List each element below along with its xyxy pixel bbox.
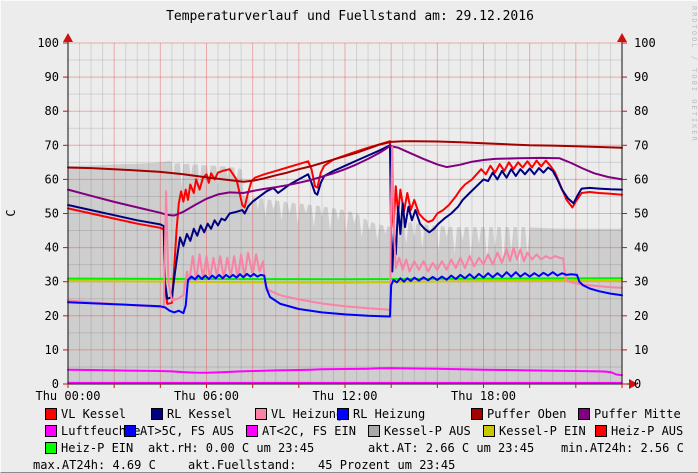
label: RL Kessel [167, 407, 233, 421]
legend-item-at-gt-5c-fs-aus: AT>5C, FS AUS [124, 424, 234, 438]
legend-row-3: Heiz-P EIN akt.rH: 0.00 C um 23:45 akt.AT:… [1, 441, 698, 456]
series-heiz-p-ein [67, 277, 623, 281]
y-tick-label-right: 70 [634, 138, 648, 152]
x-tick-label-thu-06-00: Thu 06:00 [174, 389, 239, 403]
y-tick-label-right: 0 [634, 377, 641, 391]
legend-row-2: Luftfeuchte AT>5C, FS AUS AT<2C, FS EIN Kes… [1, 424, 698, 439]
label: min.AT24h: 2.56 C [561, 441, 684, 455]
series-aussentemperatur-at [67, 367, 623, 377]
y-tick-label-right: 100 [634, 36, 656, 50]
legend-row-1: VL Kessel RL Kessel VL Heizung RL Heizung Pu… [1, 407, 698, 422]
label: Puffer Oben [487, 407, 567, 421]
series-kessel-p-ein [67, 279, 623, 284]
y-axis-arrow-left [63, 33, 73, 42]
legend-item-rl-kessel: RL Kessel [151, 407, 232, 421]
label: akt.AT: 2.66 C um 23:45 [368, 441, 535, 455]
legend-item-rl-heizung: RL Heizung [337, 407, 425, 421]
area-fuellstand-kessel-p-aus [68, 161, 622, 384]
chart-title: Temperaturverlauf und Fuellstand am: 29.… [166, 9, 534, 24]
label: AT>5C, FS AUS [140, 424, 234, 438]
legend-color-swatch [471, 408, 483, 420]
y-tick-label-left: 10 [45, 343, 59, 357]
legend-item-heiz-p-ein: Heiz-P EIN [45, 441, 133, 455]
legend-color-swatch [483, 425, 495, 437]
y-tick-label-left: 20 [45, 309, 59, 323]
label: RL Heizung [353, 407, 426, 421]
y-tick-label-left: 60 [45, 172, 59, 186]
legend-item-puffer-mitte: Puffer Mitte [578, 407, 681, 421]
legend-color-swatch [246, 425, 258, 437]
legend-color-swatch [578, 408, 590, 420]
legend-item-at-lt-2c-fs-ein: AT<2C, FS EIN [246, 424, 356, 438]
legend-color-swatch [595, 425, 607, 437]
y-tick-label-left: 30 [45, 275, 59, 289]
x-tick-label-thu-12-00: Thu 12:00 [312, 389, 377, 403]
legend-color-swatch [45, 425, 57, 437]
series-puffer-mitte [67, 145, 623, 217]
y-tick-label-right: 30 [634, 275, 648, 289]
y-tick-label-right: 90 [634, 70, 648, 84]
legend-item-heiz-p-aus: Heiz-P AUS [595, 424, 683, 438]
label: Luftfeuchte [61, 424, 141, 438]
legend-row-4: max.AT24h: 4.69 C akt.Fuellstand: 45 Proz… [1, 458, 698, 472]
label: Puffer Mitte [594, 407, 681, 421]
label: akt.rH: 0.00 C um 23:45 [148, 441, 315, 455]
legend-item-vl-kessel: VL Kessel [45, 407, 126, 421]
legend-color-swatch [368, 425, 380, 437]
legend-color-swatch [45, 442, 57, 454]
y-tick-label-right: 80 [634, 104, 648, 118]
x-tick-label-thu-00-00: Thu 00:00 [35, 389, 100, 403]
y-tick-label-left: 100 [37, 36, 59, 50]
series-rl-heizung [67, 271, 623, 318]
y-tick-label-right: 40 [634, 241, 648, 255]
label: AT<2C, FS EIN [262, 424, 356, 438]
y-tick-label-right: 20 [634, 309, 648, 323]
rrdtool-watermark: RRDTOOL / TOBI OETIKER [690, 6, 698, 143]
y-axis-arrow-right [617, 33, 627, 42]
label: akt.Fuellstand: 45 Prozent um 23:45 [188, 458, 456, 472]
series-vl-heizung [67, 146, 623, 311]
stat-min-at24h: min.AT24h: 2.56 C [561, 441, 684, 455]
stat-akt-at: akt.AT: 2.66 C um 23:45 [368, 441, 534, 455]
y-tick-label-right: 60 [634, 172, 648, 186]
stat-akt-rh: akt.rH: 0.00 C um 23:45 [148, 441, 314, 455]
legend-color-swatch [337, 408, 349, 420]
stat-akt-fuellstand: akt.Fuellstand: 45 Prozent um 23:45 [188, 458, 455, 472]
legend-item-luftfeuchte: Luftfeuchte [45, 424, 140, 438]
label: Heiz-P EIN [61, 441, 134, 455]
label: VL Heizung [271, 407, 344, 421]
legend-color-swatch [255, 408, 267, 420]
temperature-chart: 0 0 10 10 20 20 30 30 40 40 50 50 60 60 70 70 80 80 90 90 10… [4, 33, 656, 403]
legend-item-kessel-p-ein: Kessel-P EIN [483, 424, 586, 438]
y-tick-label-left: 40 [45, 241, 59, 255]
y-tick-label-right: 10 [634, 343, 648, 357]
legend-color-swatch [124, 425, 136, 437]
stat-max-at24h: max.AT24h: 4.69 C [33, 458, 156, 472]
series-puffer-oben [67, 140, 623, 183]
x-tick-label-thu-18-00: Thu 18:00 [451, 389, 516, 403]
legend-item-kessel-p-aus: Kessel-P AUS [368, 424, 471, 438]
y-tick-label-left: 70 [45, 138, 59, 152]
label: VL Kessel [61, 407, 127, 421]
y-axis-unit-label: C [4, 209, 18, 216]
y-tick-label-left: 80 [45, 104, 59, 118]
legend-color-swatch [151, 408, 163, 420]
legend-color-swatch [45, 408, 57, 420]
y-tick-label-left: 90 [45, 70, 59, 84]
y-tick-label-right: 50 [634, 207, 648, 221]
y-tick-label-left: 50 [45, 207, 59, 221]
label: max.AT24h: 4.69 C [33, 458, 156, 472]
x-axis-arrow [629, 379, 638, 389]
label: Heiz-P AUS [611, 424, 684, 438]
label: Kessel-P EIN [499, 424, 586, 438]
legend-item-puffer-oben: Puffer Oben [471, 407, 566, 421]
series-rl-kessel [67, 144, 623, 300]
y-tick-label-left: 0 [52, 377, 59, 391]
label: Kessel-P AUS [384, 424, 471, 438]
legend-item-vl-heizung: VL Heizung [255, 407, 343, 421]
